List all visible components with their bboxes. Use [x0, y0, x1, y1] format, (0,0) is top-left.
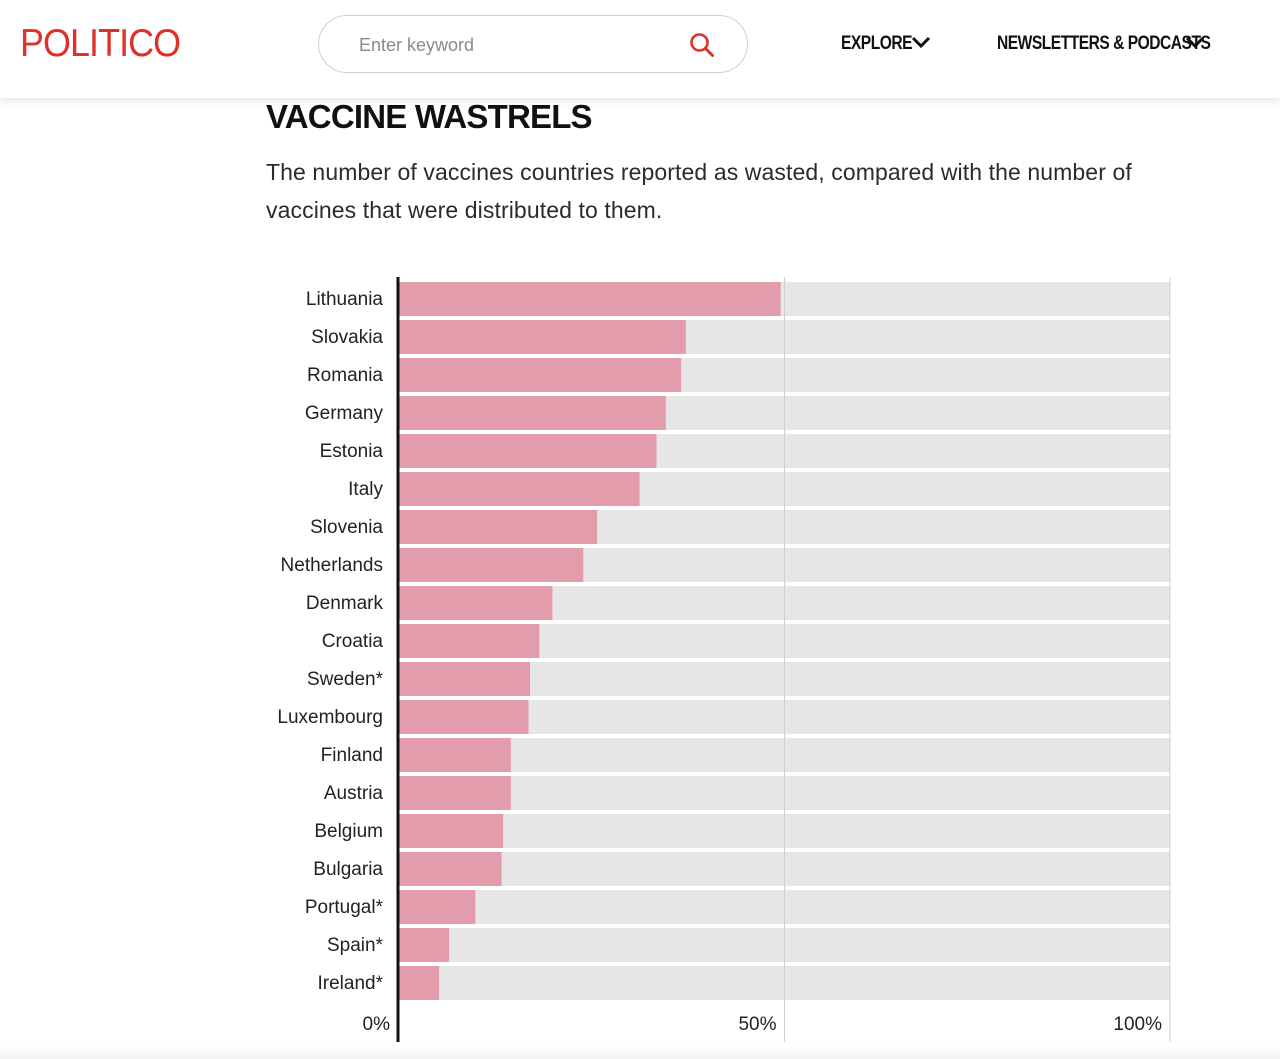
category-label: Denmark — [306, 593, 384, 614]
site-header: POLITICO EXPLORE NEWSLETTERS & PODCASTS — [0, 0, 1280, 98]
bar — [399, 890, 476, 924]
category-label: Spain* — [327, 935, 384, 956]
bar — [399, 662, 531, 696]
category-label: Lithuania — [306, 289, 384, 310]
bar — [399, 472, 640, 506]
nav-newsletters-podcasts[interactable]: NEWSLETTERS & PODCASTS — [997, 33, 1257, 55]
bar — [399, 358, 682, 392]
chevron-down-icon — [911, 36, 931, 49]
bar — [399, 548, 584, 582]
bar — [399, 928, 450, 962]
category-label: Germany — [305, 403, 384, 424]
bar — [399, 738, 511, 772]
category-label: Bulgaria — [313, 859, 383, 880]
bar — [399, 396, 666, 430]
category-label: Croatia — [322, 631, 384, 652]
category-label: Estonia — [320, 441, 384, 462]
search-input[interactable] — [357, 30, 681, 60]
category-label: Belgium — [314, 821, 383, 842]
category-label: Slovakia — [311, 327, 383, 348]
bar — [399, 700, 529, 734]
bar — [399, 814, 504, 848]
x-tick-label: 50% — [738, 1014, 776, 1035]
bottom-edge — [0, 1045, 1280, 1059]
category-label: Netherlands — [281, 555, 383, 576]
bar — [399, 852, 502, 886]
bar — [399, 966, 440, 1000]
category-label: Italy — [348, 479, 383, 500]
category-label: Austria — [324, 783, 384, 804]
category-label: Finland — [321, 745, 383, 766]
bar — [399, 320, 686, 354]
chart-title: VACCINE WASTRELS — [266, 98, 593, 135]
x-tick-label: 100% — [1113, 1014, 1162, 1035]
category-label: Portugal* — [305, 897, 384, 918]
bar — [399, 586, 553, 620]
search-box — [318, 15, 748, 73]
bar — [399, 282, 781, 316]
nav-explore[interactable]: EXPLORE — [841, 33, 931, 55]
search-icon[interactable] — [689, 32, 715, 58]
x-tick-label: 0% — [363, 1014, 391, 1035]
category-label: Slovenia — [310, 517, 383, 538]
bar — [399, 624, 540, 658]
nav-explore-label: EXPLORE — [841, 33, 913, 54]
bar — [399, 434, 657, 468]
category-label: Luxembourg — [277, 707, 383, 728]
politico-logo[interactable]: POLITICO — [20, 22, 181, 65]
nav-newsletters-label: NEWSLETTERS & PODCASTS — [997, 33, 1211, 54]
category-label: Ireland* — [318, 973, 384, 994]
bar — [399, 510, 598, 544]
chevron-down-icon — [1185, 36, 1205, 49]
category-label: Romania — [307, 365, 383, 386]
chart-subtitle: The number of vaccines countries reporte… — [266, 159, 1132, 223]
category-label: Sweden* — [307, 669, 384, 690]
bar — [399, 776, 511, 810]
